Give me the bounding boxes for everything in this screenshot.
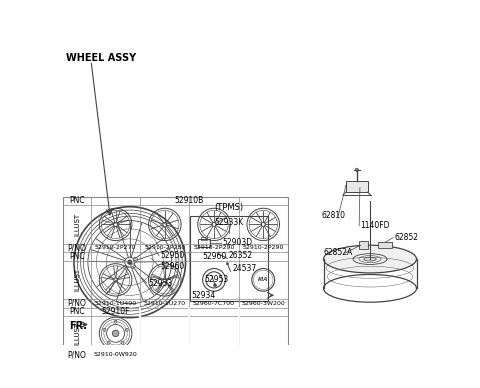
Text: KIA: KIA bbox=[258, 277, 268, 282]
Text: 52960: 52960 bbox=[161, 262, 185, 271]
Bar bbox=[201, 237, 207, 240]
Text: ILLUST: ILLUST bbox=[74, 268, 80, 291]
Text: P/NO: P/NO bbox=[68, 243, 86, 253]
Text: 24537: 24537 bbox=[232, 264, 256, 273]
Text: 52910-2P290: 52910-2P290 bbox=[242, 246, 284, 250]
Text: ILLUST: ILLUST bbox=[74, 213, 80, 236]
Text: 52910-1U490: 52910-1U490 bbox=[95, 301, 137, 306]
Bar bbox=[378, 242, 392, 248]
Text: 52910-1U270: 52910-1U270 bbox=[144, 301, 186, 306]
Text: ILLUST: ILLUST bbox=[74, 322, 80, 345]
Text: FR.: FR. bbox=[69, 320, 87, 331]
Text: 52910F: 52910F bbox=[101, 307, 130, 316]
Bar bbox=[198, 239, 210, 247]
Circle shape bbox=[112, 330, 119, 337]
Ellipse shape bbox=[324, 245, 417, 273]
Text: 52933: 52933 bbox=[148, 279, 173, 288]
Circle shape bbox=[103, 328, 106, 331]
Bar bbox=[63, 197, 288, 359]
Text: 52910-2P290: 52910-2P290 bbox=[193, 246, 235, 250]
Bar bbox=[359, 241, 369, 249]
Text: WHEEL ASSY: WHEEL ASSY bbox=[66, 53, 136, 63]
Text: PNC: PNC bbox=[69, 196, 85, 205]
Text: PNC: PNC bbox=[69, 307, 85, 316]
Text: 52910-0W920: 52910-0W920 bbox=[94, 352, 137, 357]
Text: 52960: 52960 bbox=[202, 252, 226, 261]
Circle shape bbox=[131, 264, 135, 268]
Text: P/NO: P/NO bbox=[68, 350, 86, 359]
Text: 52950: 52950 bbox=[161, 251, 185, 260]
Circle shape bbox=[125, 328, 128, 331]
Text: 52903D: 52903D bbox=[223, 238, 253, 248]
Circle shape bbox=[226, 263, 228, 265]
Text: (TPMS): (TPMS) bbox=[215, 203, 243, 212]
Text: 52960-3W200: 52960-3W200 bbox=[241, 301, 285, 306]
Circle shape bbox=[355, 168, 359, 171]
Text: 52934: 52934 bbox=[192, 291, 216, 300]
Circle shape bbox=[214, 284, 216, 287]
Bar bbox=[346, 181, 368, 192]
Text: 52910-2P280: 52910-2P280 bbox=[144, 246, 185, 250]
Text: 52960-7C700: 52960-7C700 bbox=[193, 301, 235, 306]
Text: 1140FD: 1140FD bbox=[360, 222, 390, 230]
Text: 62852A: 62852A bbox=[324, 248, 353, 257]
Text: P/NO: P/NO bbox=[68, 299, 86, 308]
Circle shape bbox=[128, 260, 132, 264]
Circle shape bbox=[121, 341, 124, 344]
Text: 62852: 62852 bbox=[395, 233, 419, 242]
Bar bbox=[190, 216, 268, 301]
Circle shape bbox=[114, 320, 117, 323]
Text: 52910-2P270: 52910-2P270 bbox=[95, 246, 136, 250]
Text: 52953: 52953 bbox=[204, 275, 228, 284]
Circle shape bbox=[107, 341, 110, 344]
Text: 52910B: 52910B bbox=[175, 196, 204, 205]
Text: 62810: 62810 bbox=[321, 211, 345, 220]
Text: PNC: PNC bbox=[69, 252, 85, 261]
Circle shape bbox=[133, 257, 138, 262]
Text: 26352: 26352 bbox=[229, 251, 253, 260]
Text: 52933K: 52933K bbox=[215, 218, 243, 227]
Ellipse shape bbox=[364, 257, 376, 261]
